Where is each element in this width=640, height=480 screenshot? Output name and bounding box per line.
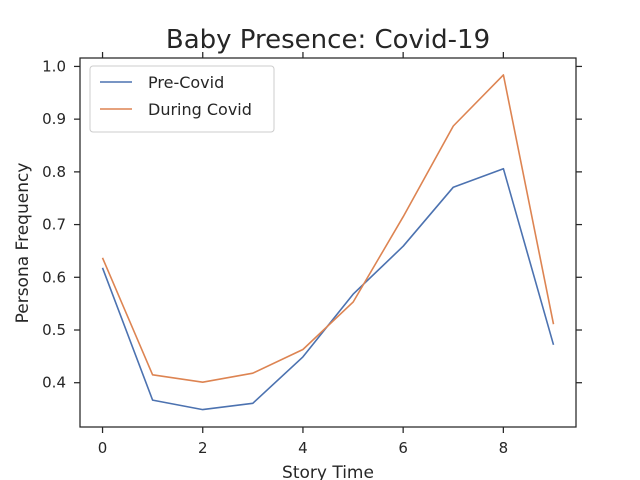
x-tick-label: 4 xyxy=(298,439,308,457)
x-axis: 0 2 4 6 8 xyxy=(98,52,508,457)
y-tick-label: 0.8 xyxy=(42,163,66,181)
chart-title: Baby Presence: Covid-19 xyxy=(166,25,490,55)
y-tick-label: 1.0 xyxy=(42,57,66,75)
y-tick-label: 0.4 xyxy=(42,374,66,392)
y-tick-label: 0.7 xyxy=(42,216,66,234)
plot-area xyxy=(101,74,555,411)
x-tick-label: 6 xyxy=(398,439,408,457)
x-axis-title: Story Time xyxy=(282,463,374,480)
plot-frame xyxy=(79,57,577,428)
series-line-1 xyxy=(101,74,555,384)
x-tick-label: 0 xyxy=(98,439,108,457)
legend-box xyxy=(89,65,275,133)
y-axis: 0.4 0.5 0.6 0.7 0.8 0.9 1.0 xyxy=(42,57,582,392)
y-tick-label: 0.5 xyxy=(42,321,66,339)
legend: Pre-Covid During Covid xyxy=(89,65,275,133)
y-tick-label: 0.9 xyxy=(42,110,66,128)
x-tick-label: 8 xyxy=(499,439,509,457)
x-tick-label: 2 xyxy=(198,439,208,457)
y-axis-title: Persona Frequency xyxy=(13,163,33,324)
series-line-0 xyxy=(101,167,555,411)
legend-label: During Covid xyxy=(148,100,252,119)
legend-label: Pre-Covid xyxy=(148,73,224,92)
y-tick-label: 0.6 xyxy=(42,268,66,286)
